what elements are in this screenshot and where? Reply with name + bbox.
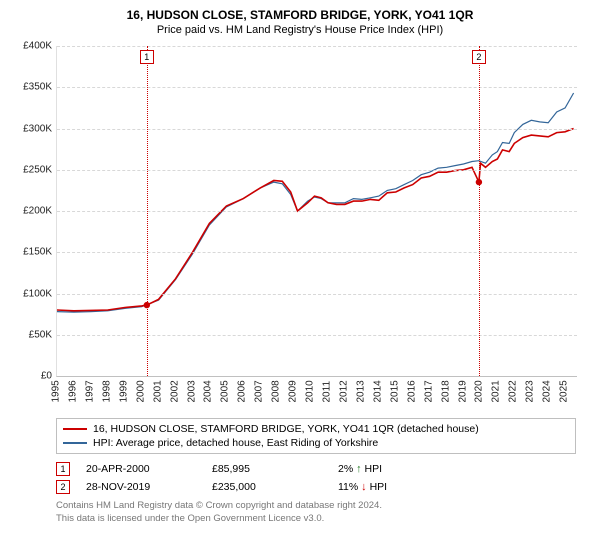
y-axis-tick: £100K <box>12 288 52 299</box>
y-axis-tick: £400K <box>12 41 52 52</box>
y-axis-tick: £250K <box>12 164 52 175</box>
footer-line: Contains HM Land Registry data © Crown c… <box>56 500 576 512</box>
legend-row: 16, HUDSON CLOSE, STAMFORD BRIDGE, YORK,… <box>63 422 569 436</box>
chart-gridline <box>57 170 577 171</box>
sale-row: 1 20-APR-2000 £85,995 2% ↑ HPI <box>56 460 576 478</box>
legend-row: HPI: Average price, detached house, East… <box>63 436 569 450</box>
page-title: 16, HUDSON CLOSE, STAMFORD BRIDGE, YORK,… <box>12 8 588 22</box>
y-axis-tick: £300K <box>12 123 52 134</box>
legend-label: 16, HUDSON CLOSE, STAMFORD BRIDGE, YORK,… <box>93 422 479 436</box>
y-axis-tick: £150K <box>12 247 52 258</box>
page-subtitle: Price paid vs. HM Land Registry's House … <box>12 24 588 36</box>
sale-row-index: 1 <box>56 462 70 476</box>
y-axis-tick: £0 <box>12 371 52 382</box>
chart-gridline <box>57 211 577 212</box>
sale-row: 2 28-NOV-2019 £235,000 11% ↓ HPI <box>56 478 576 496</box>
y-axis-tick: £350K <box>12 82 52 93</box>
price-chart: 12 £0£50K£100K£150K£200K£250K£300K£350K£… <box>12 46 588 416</box>
sales-table: 1 20-APR-2000 £85,995 2% ↑ HPI 2 28-NOV-2019 £… <box>56 460 576 496</box>
chart-gridline <box>57 294 577 295</box>
chart-gridline <box>57 335 577 336</box>
chart-gridline <box>57 46 577 47</box>
sale-event-line <box>479 46 480 376</box>
legend-swatch-icon <box>63 442 87 444</box>
sale-row-index: 2 <box>56 480 70 494</box>
chart-legend: 16, HUDSON CLOSE, STAMFORD BRIDGE, YORK,… <box>56 418 576 454</box>
chart-gridline <box>57 252 577 253</box>
sale-event-marker: 1 <box>140 50 154 64</box>
series-line <box>57 93 574 312</box>
y-axis-tick: £50K <box>12 329 52 340</box>
sale-hpi-delta: 11% ↓ HPI <box>338 481 458 493</box>
footer-line: This data is licensed under the Open Gov… <box>56 513 576 525</box>
chart-gridline <box>57 87 577 88</box>
series-line <box>57 129 574 311</box>
y-axis-tick: £200K <box>12 206 52 217</box>
chart-gridline <box>57 129 577 130</box>
sale-price: £235,000 <box>212 481 322 493</box>
sale-price: £85,995 <box>212 463 322 475</box>
sale-event-marker: 2 <box>472 50 486 64</box>
legend-label: HPI: Average price, detached house, East… <box>93 436 378 450</box>
sale-date: 28-NOV-2019 <box>86 481 196 493</box>
sale-hpi-delta: 2% ↑ HPI <box>338 463 458 475</box>
legend-swatch-icon <box>63 428 87 430</box>
attribution-footer: Contains HM Land Registry data © Crown c… <box>56 500 576 525</box>
sale-event-line <box>147 46 148 376</box>
sale-date: 20-APR-2000 <box>86 463 196 475</box>
